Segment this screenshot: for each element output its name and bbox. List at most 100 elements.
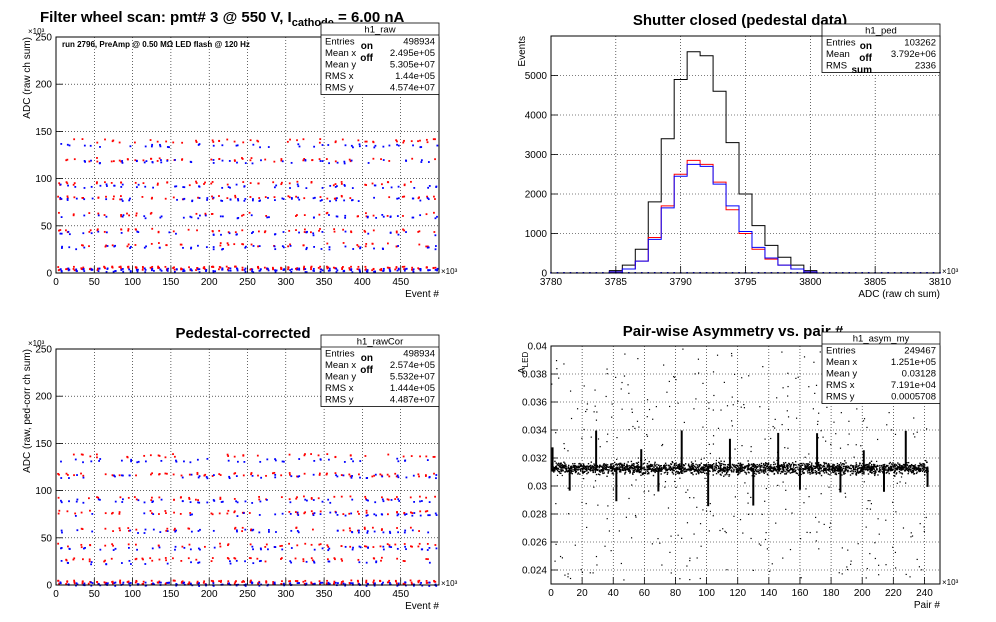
- y-tick-label: 50: [41, 221, 53, 232]
- data-point-off: [259, 199, 261, 202]
- data-point-outlier: [581, 571, 583, 574]
- data-point-off: [159, 145, 162, 148]
- data-point: [567, 466, 569, 468]
- data-point: [884, 465, 886, 468]
- data-point-outlier: [569, 390, 572, 392]
- data-point: [887, 466, 890, 469]
- data-point-on: [387, 513, 389, 516]
- stats-value: 5.305e+07: [390, 60, 435, 71]
- data-point: [649, 466, 651, 468]
- data-point: [777, 468, 779, 471]
- data-point: [761, 465, 763, 467]
- data-point-outlier: [765, 532, 767, 534]
- data-point: [636, 467, 638, 469]
- data-point-outlier: [816, 423, 819, 425]
- title-pmt: 3: [206, 9, 223, 26]
- data-point-off: [350, 268, 353, 271]
- data-point-on: [364, 545, 366, 548]
- data-point-off: [420, 500, 423, 502]
- data-point: [688, 465, 691, 468]
- data-point-off: [405, 160, 408, 162]
- data-point: [597, 473, 600, 475]
- data-point-on: [119, 580, 121, 583]
- data-point-on: [203, 580, 206, 583]
- data-point: [554, 467, 556, 470]
- data-point: [677, 467, 679, 469]
- data-point-on: [57, 542, 60, 545]
- data-point-off: [173, 270, 176, 273]
- data-point-off: [143, 501, 146, 504]
- data-point: [567, 470, 570, 473]
- data-point: [907, 464, 909, 467]
- y-multiplier: ×10³: [28, 339, 45, 348]
- data-point-on: [350, 265, 352, 268]
- data-point: [754, 464, 757, 466]
- data-point-on: [395, 230, 398, 233]
- data-point-on: [189, 512, 192, 514]
- data-point-on: [365, 511, 368, 514]
- data-point-off: [374, 473, 377, 476]
- stats-value: 1.251e+05: [891, 357, 936, 368]
- data-point-on: [89, 229, 92, 232]
- data-point-outlier: [913, 417, 915, 419]
- data-point-on: [172, 196, 175, 199]
- data-point: [560, 464, 562, 466]
- data-point: [845, 462, 847, 464]
- data-point-off: [176, 198, 178, 201]
- data-point-on: [288, 498, 291, 501]
- data-point: [694, 465, 696, 468]
- data-point: [564, 464, 566, 466]
- data-point: [755, 469, 757, 471]
- data-point: [712, 464, 714, 466]
- data-point-off: [252, 528, 255, 531]
- data-point-on: [141, 268, 144, 271]
- data-point-off: [351, 475, 353, 477]
- data-point-on: [104, 512, 107, 515]
- data-point-on: [135, 579, 138, 582]
- data-point: [641, 473, 644, 476]
- data-point-off: [60, 460, 62, 463]
- data-point-outlier: [653, 494, 655, 496]
- data-point: [692, 467, 694, 469]
- data-point: [670, 467, 673, 469]
- data-point-off: [237, 198, 239, 200]
- data-point-outlier: [606, 518, 608, 520]
- stats-value: 1.44e+05: [395, 71, 435, 82]
- data-point: [883, 465, 885, 467]
- data-point: [590, 461, 593, 463]
- data-point: [668, 464, 670, 466]
- data-point: [564, 466, 566, 468]
- data-point-outlier: [877, 518, 879, 520]
- data-point: [619, 469, 622, 471]
- data-point: [918, 470, 920, 473]
- data-point-on: [119, 265, 122, 268]
- data-point-on: [111, 266, 114, 269]
- data-point-off: [428, 561, 431, 564]
- data-point: [896, 468, 898, 471]
- x-tick-label: 0: [53, 277, 59, 288]
- data-point-on: [218, 473, 221, 476]
- data-point-on: [401, 195, 404, 198]
- data-point-on: [294, 557, 297, 560]
- data-point: [720, 460, 722, 462]
- data-point: [623, 469, 626, 471]
- data-point-off: [75, 268, 78, 271]
- data-point: [821, 466, 824, 468]
- data-point-on: [119, 582, 122, 584]
- data-point: [797, 463, 800, 466]
- data-point: [814, 471, 817, 474]
- data-point-on: [111, 140, 114, 143]
- data-point-on: [142, 580, 145, 583]
- data-point-on: [151, 559, 154, 562]
- data-point: [577, 473, 579, 475]
- data-point-outlier: [555, 503, 557, 505]
- data-point: [854, 468, 857, 470]
- data-point: [898, 465, 900, 468]
- data-point: [592, 466, 594, 468]
- data-point: [592, 468, 594, 471]
- data-point-outlier: [567, 576, 569, 578]
- data-point-off: [145, 160, 148, 163]
- data-point-off: [373, 184, 376, 187]
- data-point: [857, 471, 859, 473]
- data-point-off: [221, 268, 224, 271]
